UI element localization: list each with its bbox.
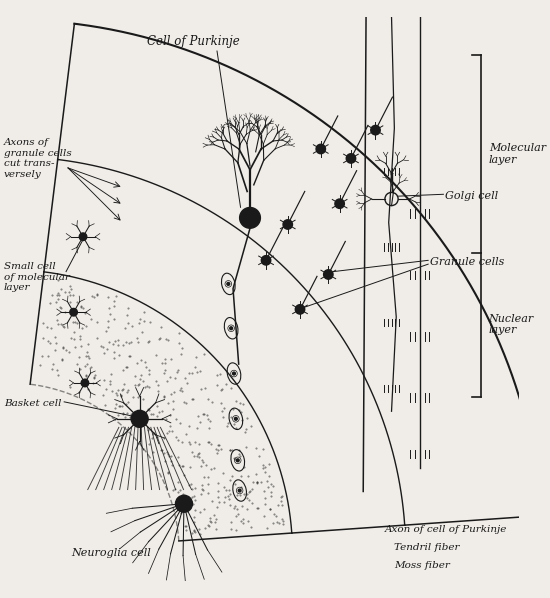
Circle shape xyxy=(346,154,356,163)
Circle shape xyxy=(81,379,89,387)
Circle shape xyxy=(335,199,344,209)
Circle shape xyxy=(79,233,87,240)
Text: Neuroglia cell: Neuroglia cell xyxy=(72,548,151,558)
Circle shape xyxy=(240,208,260,228)
Text: Tendril fiber: Tendril fiber xyxy=(394,542,460,551)
Circle shape xyxy=(70,309,78,316)
Circle shape xyxy=(295,304,305,314)
Text: Molecular
layer: Molecular layer xyxy=(489,143,546,164)
Circle shape xyxy=(261,255,271,265)
Text: Nuclear
layer: Nuclear layer xyxy=(489,314,534,335)
Text: Golgi cell: Golgi cell xyxy=(446,191,498,201)
Text: Small cell
of molecular
layer: Small cell of molecular layer xyxy=(4,263,70,292)
Circle shape xyxy=(234,417,237,420)
Circle shape xyxy=(233,372,235,375)
Text: Cell of Purkinje: Cell of Purkinje xyxy=(147,35,240,48)
Circle shape xyxy=(175,495,192,512)
Circle shape xyxy=(323,270,333,279)
Circle shape xyxy=(316,144,326,154)
Circle shape xyxy=(236,459,239,462)
Text: Granule cells: Granule cells xyxy=(430,257,504,267)
Circle shape xyxy=(238,489,241,492)
Circle shape xyxy=(230,327,233,329)
Text: Axons of
granule cells
cut trans-
versely: Axons of granule cells cut trans- versel… xyxy=(4,138,72,179)
Text: Moss fiber: Moss fiber xyxy=(394,560,450,569)
Text: Axon of cell of Purkinje: Axon of cell of Purkinje xyxy=(385,524,507,533)
Circle shape xyxy=(227,282,230,285)
Circle shape xyxy=(371,126,380,135)
Text: Basket cell: Basket cell xyxy=(4,399,61,408)
Circle shape xyxy=(283,219,293,229)
Circle shape xyxy=(131,410,148,428)
